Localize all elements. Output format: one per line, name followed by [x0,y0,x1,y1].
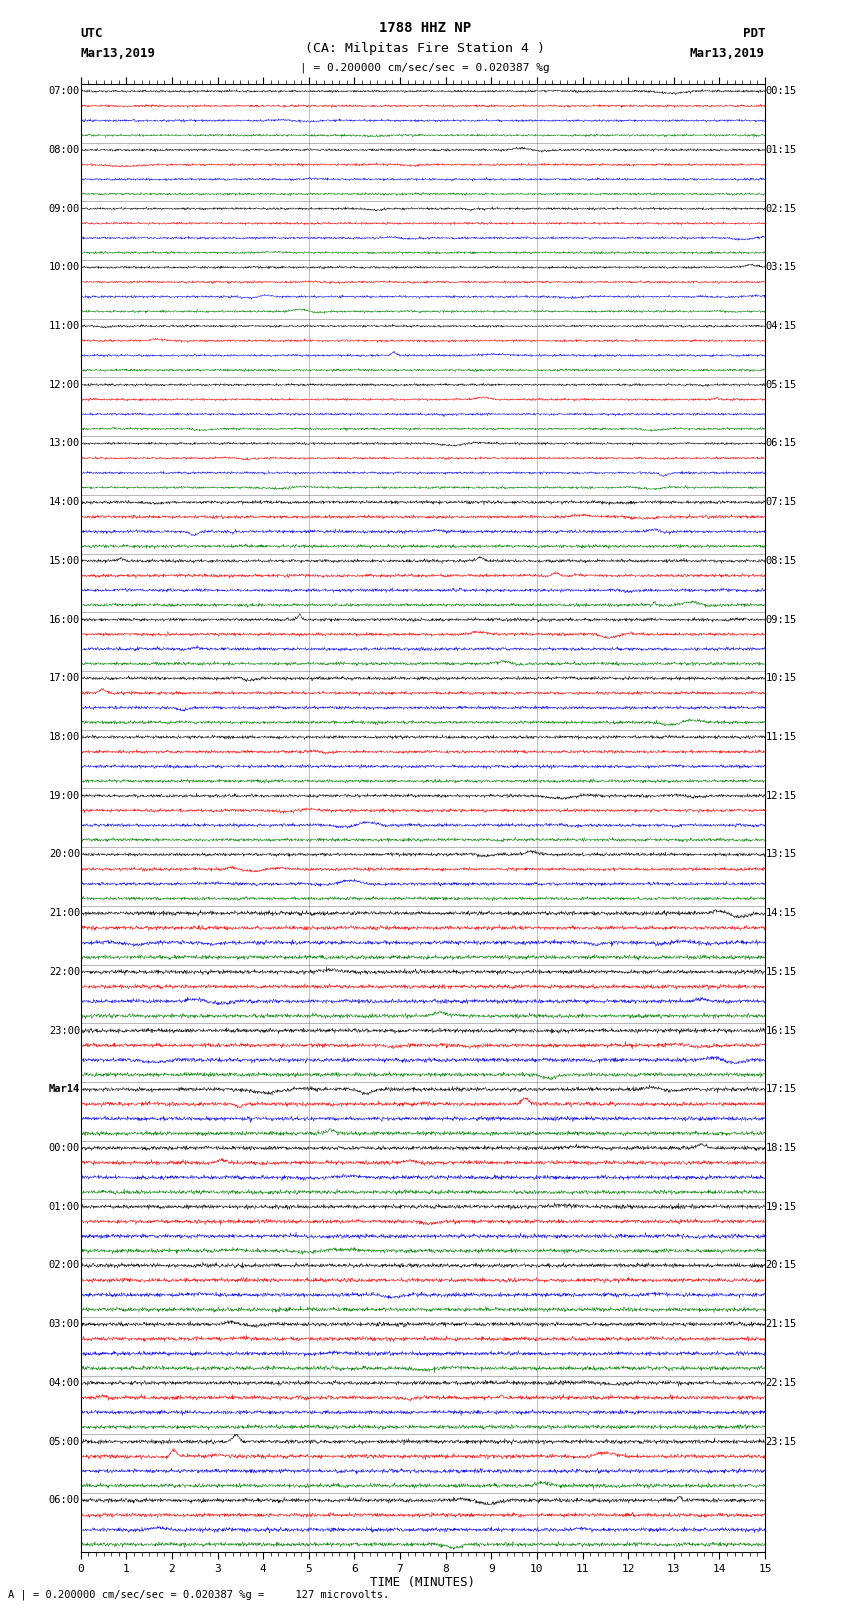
Text: 19:15: 19:15 [766,1202,797,1211]
Text: 00:00: 00:00 [48,1144,80,1153]
Text: 20:15: 20:15 [766,1260,797,1271]
Text: 05:00: 05:00 [48,1437,80,1447]
Text: UTC: UTC [81,27,103,40]
Text: Mar13,2019: Mar13,2019 [690,47,765,60]
X-axis label: TIME (MINUTES): TIME (MINUTES) [371,1576,475,1589]
Text: 00:15: 00:15 [766,85,797,97]
Text: 21:15: 21:15 [766,1319,797,1329]
Text: 06:15: 06:15 [766,439,797,448]
Text: 15:00: 15:00 [48,556,80,566]
Text: 14:15: 14:15 [766,908,797,918]
Text: 01:00: 01:00 [48,1202,80,1211]
Text: 05:15: 05:15 [766,379,797,390]
Text: 07:00: 07:00 [48,85,80,97]
Text: 14:00: 14:00 [48,497,80,506]
Text: 17:15: 17:15 [766,1084,797,1094]
Text: 02:00: 02:00 [48,1260,80,1271]
Text: 08:15: 08:15 [766,556,797,566]
Text: 23:00: 23:00 [48,1026,80,1036]
Text: 18:15: 18:15 [766,1144,797,1153]
Text: 13:00: 13:00 [48,439,80,448]
Text: 13:15: 13:15 [766,850,797,860]
Text: 16:15: 16:15 [766,1026,797,1036]
Text: 03:15: 03:15 [766,263,797,273]
Text: 1788 HHZ NP: 1788 HHZ NP [379,21,471,35]
Text: | = 0.200000 cm/sec/sec = 0.020387 %g: | = 0.200000 cm/sec/sec = 0.020387 %g [300,61,550,73]
Text: 01:15: 01:15 [766,145,797,155]
Text: 06:00: 06:00 [48,1495,80,1505]
Text: 16:00: 16:00 [48,615,80,624]
Text: 15:15: 15:15 [766,966,797,977]
Text: 22:15: 22:15 [766,1378,797,1387]
Text: 10:00: 10:00 [48,263,80,273]
Text: 17:00: 17:00 [48,673,80,684]
Text: (CA: Milpitas Fire Station 4 ): (CA: Milpitas Fire Station 4 ) [305,42,545,55]
Text: 20:00: 20:00 [48,850,80,860]
Text: 11:00: 11:00 [48,321,80,331]
Text: 23:15: 23:15 [766,1437,797,1447]
Text: 18:00: 18:00 [48,732,80,742]
Text: 07:15: 07:15 [766,497,797,506]
Text: 03:00: 03:00 [48,1319,80,1329]
Text: A | = 0.200000 cm/sec/sec = 0.020387 %g =     127 microvolts.: A | = 0.200000 cm/sec/sec = 0.020387 %g … [8,1589,390,1600]
Text: 11:15: 11:15 [766,732,797,742]
Text: 09:15: 09:15 [766,615,797,624]
Text: 12:15: 12:15 [766,790,797,800]
Text: Mar14: Mar14 [48,1084,80,1094]
Text: 08:00: 08:00 [48,145,80,155]
Text: PDT: PDT [743,27,765,40]
Text: 09:00: 09:00 [48,203,80,213]
Text: 12:00: 12:00 [48,379,80,390]
Text: 04:00: 04:00 [48,1378,80,1387]
Text: Mar13,2019: Mar13,2019 [81,47,156,60]
Text: 21:00: 21:00 [48,908,80,918]
Text: 02:15: 02:15 [766,203,797,213]
Text: 04:15: 04:15 [766,321,797,331]
Text: 22:00: 22:00 [48,966,80,977]
Text: 19:00: 19:00 [48,790,80,800]
Text: 10:15: 10:15 [766,673,797,684]
